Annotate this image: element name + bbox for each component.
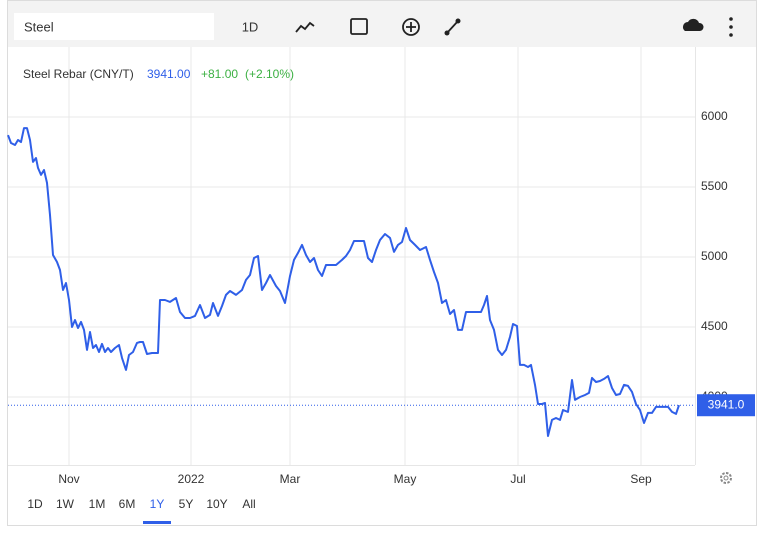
menu-icon[interactable] [729,17,733,37]
change-percent: (+2.10%) [245,67,294,81]
range-button[interactable]: 1D [27,497,43,511]
price-line [7,127,680,437]
y-tick-label: 6000 [701,109,728,123]
x-tick-label: Nov [58,472,79,486]
range-button[interactable]: 6M [119,497,136,511]
x-tick-label: Jul [510,472,525,486]
download-icon[interactable] [683,18,704,31]
calendar-icon[interactable] [350,18,368,35]
frame [7,0,757,526]
price-tag-label: 3941.0 [708,397,745,411]
legend-name: Steel Rebar (CNY/T) [23,67,134,81]
x-tick-label: Mar [280,472,301,486]
price-tag [697,394,755,417]
grid [8,47,695,465]
x-tick-label: Sep [630,472,652,486]
last-value: 3941.00 [147,67,191,81]
range-button[interactable]: 1Y [150,497,165,511]
range-button[interactable]: 1M [89,497,106,511]
search-box[interactable] [14,13,214,40]
range-button[interactable]: 10Y [206,497,227,511]
range-button[interactable]: All [242,497,255,511]
range-button[interactable]: 5Y [179,497,194,511]
y-tick-label: 5000 [701,249,728,263]
range-selected-underline [143,521,171,524]
gear-icon[interactable] [720,472,732,484]
search-text: Steel [24,19,54,34]
range-button[interactable]: 1W [56,497,75,511]
x-tick-label: May [394,472,417,486]
toolbar-icons [295,18,459,36]
change-value: +81.00 [201,67,238,81]
y-tick-label: 5500 [701,179,728,193]
y-tick-label: 4500 [701,319,728,333]
x-tick-label: 2022 [178,472,205,486]
compare-icon[interactable] [402,18,420,36]
interval-button[interactable]: 1D [242,19,259,34]
draw-icon[interactable] [446,20,459,34]
chart-type-icon[interactable] [295,21,315,33]
